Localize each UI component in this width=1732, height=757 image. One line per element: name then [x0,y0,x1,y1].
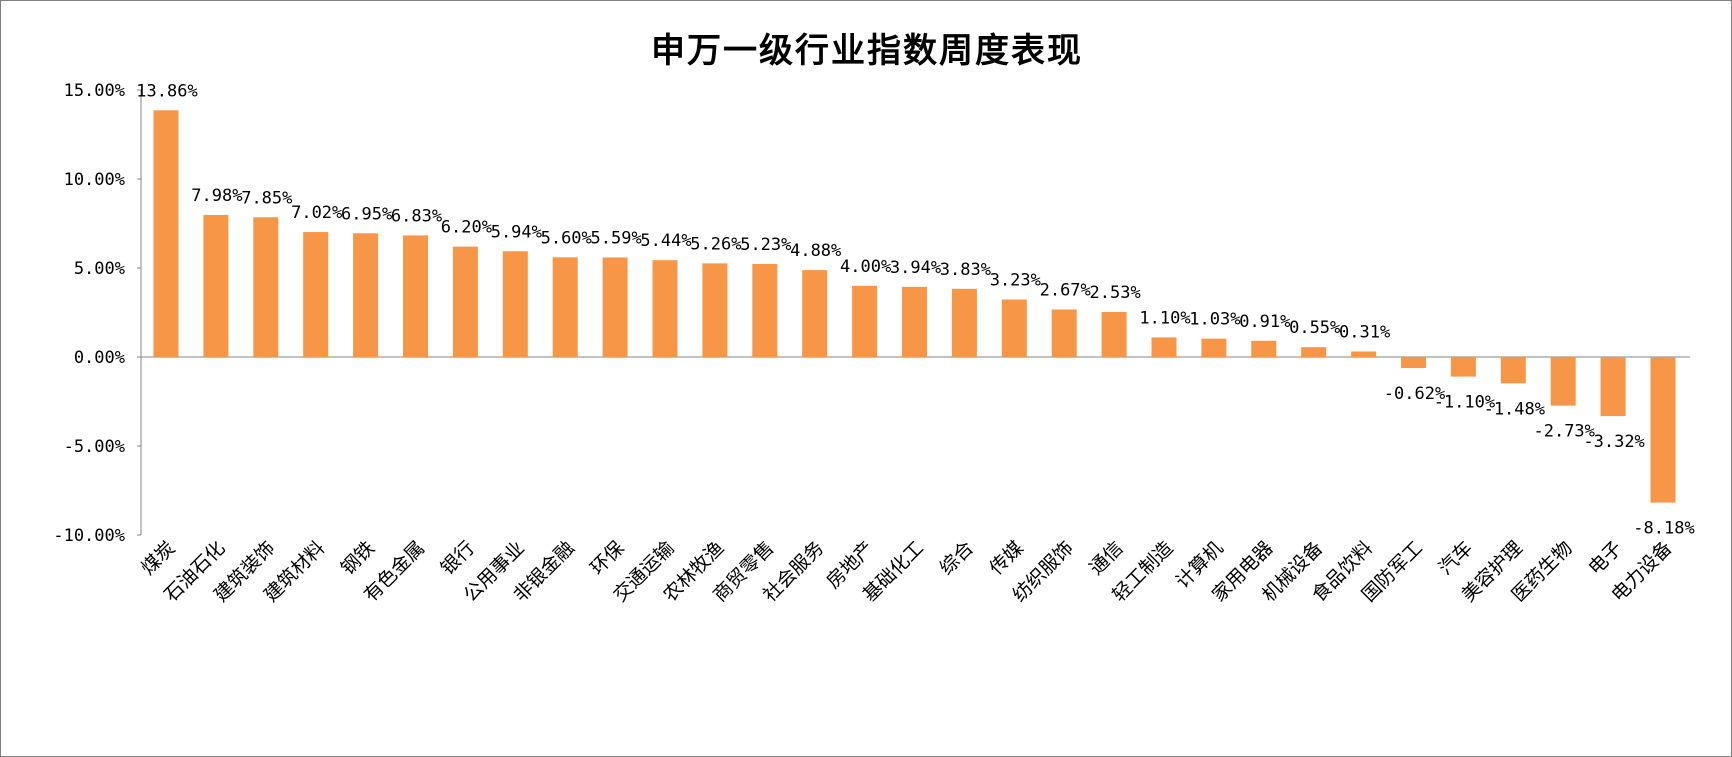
data-label: 1.10% [1139,308,1190,328]
data-label: -3.32% [1583,432,1644,452]
data-label: 7.98% [191,186,242,206]
data-label: 7.85% [241,188,292,208]
bar [652,260,678,357]
bar [253,217,279,357]
bar [1500,357,1526,384]
data-label: 7.02% [291,203,342,223]
y-tick-label: 5.00% [74,259,125,279]
bar [1550,357,1576,406]
bar [1650,357,1676,503]
data-label: 5.44% [640,231,691,251]
data-label: 5.94% [491,222,542,242]
x-tick-label: 电子 [1584,537,1626,579]
bar [303,232,329,357]
bar [702,263,728,357]
bar [552,257,578,357]
data-label: 6.20% [441,218,492,238]
data-labels: 13.86% 7.98%7.85%7.02%6.95%6.83%6.20%5.94… [136,81,1694,538]
chart-title: 申万一级行业指数周度表现 [651,31,1083,71]
data-label: -1.10% [1434,393,1495,413]
data-label: -2.73% [1533,422,1594,442]
x-tick-label: 传媒 [985,537,1027,579]
bar [1251,340,1277,357]
data-label: 1.03% [1189,310,1240,330]
data-label: 5.26% [690,234,741,254]
bar [1101,311,1127,357]
x-tick-label: 环保 [586,537,628,579]
bar [602,257,628,357]
bar [1351,351,1377,357]
bar [1600,357,1626,417]
bar [902,286,927,357]
x-tick-label: 综合 [935,537,977,579]
bar [502,251,528,357]
data-label: -8.18% [1633,519,1694,539]
data-label: 2.53% [1090,283,1141,303]
bar [752,263,778,357]
x-tick-label: 煤炭 [137,537,179,579]
bar [1401,357,1426,369]
bar [353,233,379,357]
x-tick-label: 汽车 [1434,537,1476,579]
bar [153,110,179,358]
data-label: 0.31% [1339,322,1390,342]
bar [1301,347,1327,357]
bar [452,246,478,357]
y-tick-label: -5.00% [64,437,125,457]
data-label: 0.91% [1239,312,1290,332]
x-tick-label: 银行 [436,537,478,579]
bar [951,288,977,357]
data-label: 5.59% [591,228,642,248]
y-tick-label: -10.00% [53,526,125,546]
data-label: -0.62% [1384,384,1445,404]
bar [403,235,428,357]
data-label: 5.60% [541,228,592,248]
data-label: 6.83% [391,206,442,226]
data-label: 3.83% [940,260,991,280]
bar [1450,357,1476,377]
bar [1001,299,1027,357]
x-tick-label: 通信 [1085,537,1127,579]
y-axis: 15.00% 10.00% 5.00% 0.00% -5.00% -10.00% [53,81,1690,546]
data-label: 6.95% [341,204,392,224]
bar [1201,338,1227,357]
bar [1051,309,1077,357]
data-label: 4.88% [790,241,841,261]
y-tick-label: 10.00% [64,170,125,190]
bars [153,110,1676,503]
data-label: 2.67% [1040,280,1091,300]
data-label: 0.55% [1289,318,1340,338]
bar [802,270,828,357]
bar [203,214,229,357]
y-tick-label: 0.00% [74,348,125,368]
data-label: 4.00% [840,257,891,277]
data-label: 5.23% [740,235,791,255]
data-label: 3.94% [890,258,941,278]
bar [852,285,878,357]
bar [1151,337,1177,357]
data-label: -1.48% [1484,399,1545,419]
x-tick-label: 钢铁 [337,537,379,579]
data-label: 3.23% [990,271,1041,291]
y-tick-label: 15.00% [64,81,125,101]
data-label: 13.86% [136,81,197,101]
